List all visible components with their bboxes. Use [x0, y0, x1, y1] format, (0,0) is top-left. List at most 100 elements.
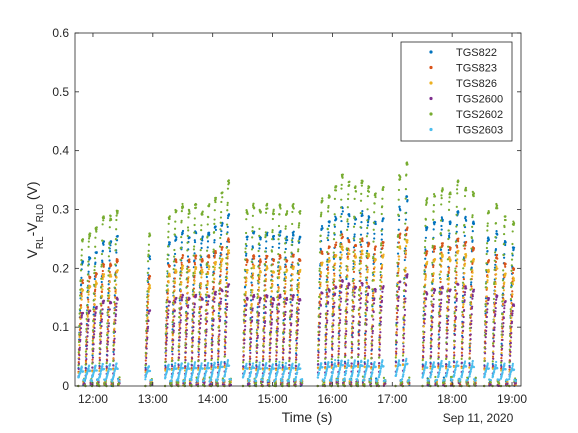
data-point	[164, 367, 167, 370]
data-point	[114, 319, 117, 322]
data-point	[339, 266, 343, 269]
data-point	[173, 264, 176, 267]
data-point	[371, 332, 374, 335]
data-point	[213, 256, 216, 259]
data-point	[291, 240, 294, 244]
data-point	[484, 342, 487, 345]
data-point	[244, 324, 247, 328]
data-point	[456, 252, 459, 255]
data-point	[512, 277, 515, 280]
data-point	[346, 303, 349, 306]
data-point	[175, 236, 178, 239]
data-point	[225, 278, 228, 282]
data-point	[381, 263, 384, 266]
data-point	[108, 315, 111, 319]
data-point	[512, 267, 516, 270]
data-point	[148, 309, 152, 312]
data-point	[251, 291, 254, 294]
data-point	[341, 210, 344, 213]
data-point	[225, 315, 228, 319]
data-point	[404, 252, 408, 255]
data-point	[426, 250, 429, 253]
data-point	[291, 304, 294, 307]
data-point	[438, 336, 441, 339]
data-point	[179, 302, 182, 305]
data-point	[258, 278, 261, 281]
data-point	[93, 303, 96, 306]
data-point	[269, 351, 272, 354]
data-point	[200, 305, 203, 308]
data-point	[344, 362, 347, 365]
data-point	[246, 271, 249, 274]
data-point	[115, 283, 118, 286]
data-point	[175, 261, 178, 264]
data-point	[219, 307, 222, 310]
data-point	[220, 224, 224, 227]
data-point	[78, 348, 81, 351]
data-point	[504, 241, 507, 244]
data-point	[339, 272, 342, 275]
data-point	[85, 304, 89, 307]
data-point	[373, 248, 377, 251]
data-point	[272, 258, 276, 261]
data-point	[106, 359, 109, 362]
data-point	[286, 259, 289, 262]
data-point	[219, 274, 222, 277]
data-point	[177, 350, 181, 353]
data-point	[92, 283, 96, 286]
data-point	[486, 275, 489, 279]
data-point	[80, 283, 83, 286]
data-point	[250, 332, 253, 335]
data-point	[373, 237, 376, 240]
data-point	[77, 364, 80, 367]
data-point	[227, 251, 231, 255]
data-point	[455, 299, 458, 302]
data-point	[398, 255, 401, 258]
data-point	[437, 352, 440, 355]
data-point	[229, 383, 232, 386]
data-point	[292, 294, 295, 297]
data-point	[264, 278, 268, 281]
data-point	[382, 285, 385, 288]
data-point	[87, 270, 90, 273]
data-point	[472, 260, 475, 263]
data-point	[340, 219, 343, 223]
data-point	[397, 295, 400, 298]
data-point	[403, 314, 406, 317]
data-point	[493, 326, 496, 329]
data-point	[146, 336, 149, 339]
data-point	[329, 382, 332, 385]
data-point	[258, 281, 261, 284]
data-point	[180, 306, 183, 309]
data-point	[93, 269, 96, 272]
data-point	[461, 336, 464, 339]
data-point	[213, 238, 216, 242]
data-point	[101, 249, 104, 252]
data-point	[351, 331, 354, 334]
data-point	[326, 309, 329, 313]
data-point	[214, 250, 217, 253]
data-point	[500, 365, 503, 368]
data-point	[337, 350, 340, 353]
data-point	[85, 340, 88, 343]
data-point	[512, 246, 516, 249]
data-point	[345, 277, 348, 281]
data-point	[296, 336, 299, 339]
data-point	[353, 235, 356, 238]
data-point	[195, 293, 198, 297]
data-point	[358, 329, 361, 332]
data-point	[146, 325, 150, 328]
data-point	[146, 309, 149, 312]
data-point	[78, 344, 81, 347]
data-point	[345, 306, 348, 309]
data-point	[397, 288, 401, 291]
data-point	[363, 351, 366, 355]
data-point	[341, 235, 344, 238]
data-point	[455, 277, 458, 280]
data-point	[108, 281, 111, 284]
data-point	[78, 358, 81, 361]
data-point	[397, 241, 401, 244]
data-point	[79, 303, 83, 307]
data-point	[494, 289, 497, 293]
data-point	[214, 290, 218, 293]
